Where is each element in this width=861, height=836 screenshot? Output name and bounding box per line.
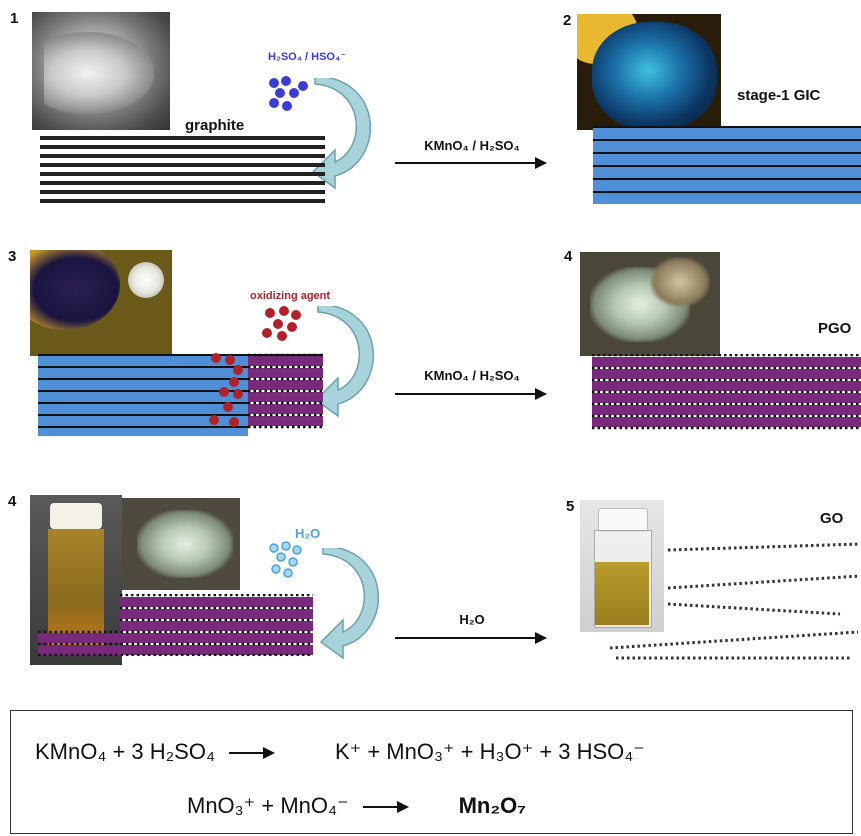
eq2-arrow bbox=[362, 801, 409, 814]
go-sheets bbox=[610, 542, 861, 666]
vial-photo-go bbox=[580, 500, 664, 632]
graphite-layer bbox=[40, 199, 325, 203]
oxidant-molecule bbox=[265, 308, 275, 318]
gic-layer bbox=[593, 141, 861, 152]
oxidant-molecule bbox=[287, 322, 297, 332]
reaction-arrow-2 bbox=[395, 388, 547, 400]
eq1-reactants: KMnO₄ + 3 H₂SO₄ bbox=[35, 739, 215, 764]
graphite-micrograph bbox=[32, 12, 170, 130]
panel-3-number: 3 bbox=[8, 248, 17, 265]
partially-oxidized-stack bbox=[38, 353, 323, 436]
water-molecules bbox=[269, 541, 302, 578]
oxidant-molecule bbox=[291, 310, 301, 320]
go-label: GO bbox=[820, 510, 844, 527]
acid-reagent-label: H₂SO₄ / HSO₄⁻ bbox=[268, 51, 347, 63]
acid-molecule bbox=[269, 98, 279, 108]
panel-2-number: 2 bbox=[563, 12, 572, 29]
acid-molecule bbox=[298, 81, 308, 91]
equation-2: MnO₃⁺ + MnO₄⁻ Mn₂O₇ bbox=[187, 793, 526, 819]
panel-1-number: 1 bbox=[10, 10, 19, 27]
eq2-reactants: MnO₃⁺ + MnO₄⁻ bbox=[187, 793, 349, 818]
pgo-micrograph bbox=[580, 252, 720, 356]
gic-layer bbox=[593, 128, 861, 139]
panel-5-number: 5 bbox=[566, 498, 575, 515]
acid-molecule bbox=[289, 88, 299, 98]
acid-molecule bbox=[282, 101, 292, 111]
graphite-layer bbox=[40, 163, 325, 167]
reaction-arrow-3 bbox=[395, 632, 547, 644]
equation-1: KMnO₄ + 3 H₂SO₄ K⁺ + MnO₃⁺ + H₃O⁺ + 3 HSO… bbox=[35, 739, 645, 765]
water-reagent-label: H₂O bbox=[295, 526, 321, 541]
oxidant-molecule bbox=[262, 328, 272, 338]
curved-arrow-2 bbox=[314, 306, 375, 418]
equation-box: KMnO₄ + 3 H₂SO₄ K⁺ + MnO₃⁺ + H₃O⁺ + 3 HSO… bbox=[10, 710, 853, 834]
arrow-3-label: H₂O bbox=[459, 612, 485, 627]
gic-layer bbox=[593, 180, 861, 191]
gic-micrograph bbox=[577, 14, 721, 130]
graphite-layer bbox=[40, 145, 325, 149]
curved-arrow-3 bbox=[319, 548, 380, 660]
go-sheet bbox=[667, 542, 861, 552]
go-sheet bbox=[667, 602, 841, 616]
acid-molecules bbox=[269, 76, 308, 111]
oxidant-molecule bbox=[279, 306, 289, 316]
graphite-layer bbox=[40, 136, 325, 140]
pgo-stack bbox=[592, 354, 861, 430]
graphite-layer bbox=[40, 172, 325, 176]
arrow-1-label: KMnO₄ / H₂SO₄ bbox=[424, 138, 520, 153]
oxidant-molecules bbox=[262, 306, 301, 341]
oxidant-molecule bbox=[273, 319, 283, 329]
acid-molecule bbox=[269, 78, 279, 88]
reaction-arrow-1 bbox=[395, 157, 547, 169]
eq2-product: Mn₂O₇ bbox=[458, 793, 527, 818]
graphite-layer bbox=[40, 181, 325, 185]
gic-stack bbox=[593, 126, 861, 208]
graphite-label: graphite bbox=[185, 117, 245, 134]
acid-molecule bbox=[275, 88, 285, 98]
oxidizing-micrograph bbox=[30, 250, 172, 356]
oxidizing-agent-label: oxidizing agent bbox=[250, 290, 331, 302]
curved-arrow-1 bbox=[311, 78, 372, 190]
acid-molecule bbox=[281, 76, 291, 86]
gic-layer bbox=[593, 193, 861, 204]
arrow-2-label: KMnO₄ / H₂SO₄ bbox=[424, 368, 520, 383]
graphite-stack bbox=[40, 136, 325, 206]
go-sheet bbox=[667, 574, 861, 590]
panel-4a-number: 4 bbox=[564, 248, 573, 265]
gic-layer bbox=[593, 154, 861, 165]
graphite-layer bbox=[40, 190, 325, 194]
oxidant-molecule bbox=[277, 331, 287, 341]
pgo-stack-2 bbox=[38, 594, 313, 656]
pgo-label: PGO bbox=[818, 320, 852, 337]
graphite-layer bbox=[40, 154, 325, 158]
go-sheet bbox=[622, 665, 854, 666]
pgo-micrograph-2 bbox=[122, 498, 240, 590]
panel-4b-number: 4 bbox=[8, 493, 17, 510]
go-sheet bbox=[610, 634, 860, 640]
eq1-products: K⁺ + MnO₃⁺ + H₃O⁺ + 3 HSO₄⁻ bbox=[334, 739, 645, 764]
stage1-gic-label: stage-1 GIC bbox=[737, 87, 821, 104]
gic-layer bbox=[593, 167, 861, 178]
eq1-arrow bbox=[228, 747, 275, 760]
